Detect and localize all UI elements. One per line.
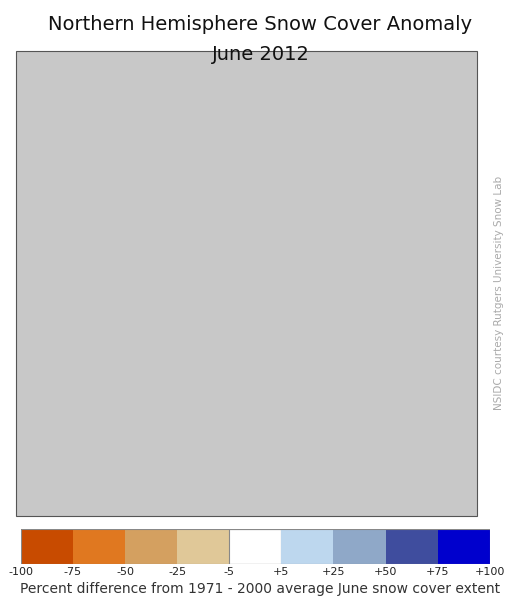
Bar [229,529,281,564]
Text: -75: -75 [64,567,82,577]
Bar [177,529,229,564]
Text: +25: +25 [321,567,345,577]
Text: +5: +5 [273,567,290,577]
Text: -50: -50 [116,567,134,577]
Text: +50: +50 [374,567,397,577]
Bar [125,529,177,564]
Bar [386,529,438,564]
Text: June 2012: June 2012 [212,45,309,65]
Bar [438,529,490,564]
Bar [21,529,73,564]
Text: Percent difference from 1971 - 2000 average June snow cover extent: Percent difference from 1971 - 2000 aver… [20,582,501,596]
Text: -5: -5 [224,567,235,577]
Text: -25: -25 [168,567,186,577]
Bar [333,529,386,564]
Bar [281,529,333,564]
Text: NSIDC courtesy Rutgers University Snow Lab: NSIDC courtesy Rutgers University Snow L… [493,176,504,410]
Text: +100: +100 [475,567,505,577]
Text: +75: +75 [426,567,450,577]
Text: -100: -100 [8,567,33,577]
Text: Northern Hemisphere Snow Cover Anomaly: Northern Hemisphere Snow Cover Anomaly [48,15,473,34]
Bar [73,529,125,564]
